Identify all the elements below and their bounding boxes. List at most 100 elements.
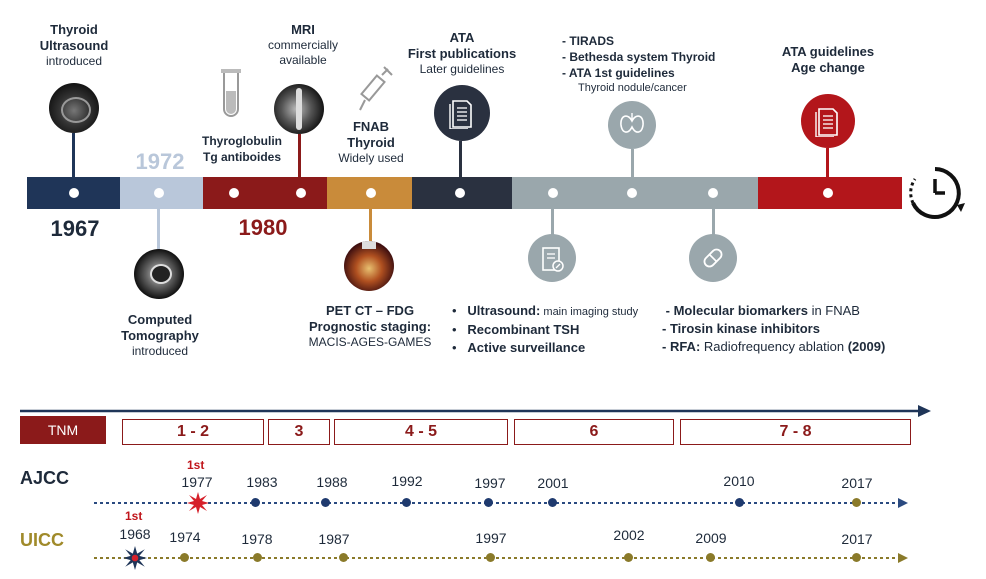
label: introduced [45, 54, 103, 68]
segment-1980 [203, 177, 327, 209]
uicc-year: 1997 [475, 530, 507, 546]
uicc-dot [253, 553, 262, 562]
label: Tomography [121, 328, 199, 343]
label: FNAB [352, 119, 390, 134]
stem [72, 133, 75, 177]
clock-icon [909, 167, 965, 219]
ajcc-year: 2001 [537, 475, 569, 491]
uicc-year: 1978 [241, 531, 273, 547]
list-text: Radiofrequency ablation [700, 339, 848, 354]
year-1980: 1980 [238, 215, 288, 240]
bold-text: - [665, 303, 674, 318]
bold-text: Recombinant TSH [467, 322, 580, 337]
bar-dot [366, 188, 376, 198]
list-item: - Tirosin kinase inhibitors [662, 320, 922, 338]
stem [298, 134, 301, 177]
uicc-year: 2002 [613, 527, 645, 543]
ajcc-year: 2010 [723, 473, 755, 489]
event-thyroglobulin: Thyroglobulin Tg antiboides [192, 133, 292, 165]
ajcc-line [94, 498, 908, 508]
stem [826, 148, 829, 177]
list-item: - RFA: Radiofrequency ablation (2009) [662, 338, 922, 356]
bold-text: Molecular biomarkers [673, 303, 808, 318]
uicc-dot [486, 553, 495, 562]
bar-dot [154, 188, 164, 198]
bar-dot [823, 188, 833, 198]
stem [459, 141, 462, 177]
label: commercially [267, 38, 338, 52]
ajcc-dot [735, 498, 744, 507]
tnm-edition-6: 6 [514, 419, 674, 445]
uicc-star-icon [123, 546, 147, 570]
label: - Bethesda system Thyroid [562, 50, 716, 64]
list-middle: • Ultrasound: main imaging study • Recom… [452, 302, 682, 357]
label: introduced [131, 344, 189, 358]
uicc-year: 2009 [695, 530, 727, 546]
event-mri: MRI commercially available [258, 22, 348, 68]
stem [551, 209, 554, 235]
ajcc-dot [852, 498, 861, 507]
list-item: • Recombinant TSH [452, 322, 580, 337]
label: Thyroid nodule/cancer [578, 82, 687, 94]
ajcc-dot [251, 498, 260, 507]
label: - ATA 1st guidelines [562, 66, 675, 80]
bar-dot [708, 188, 718, 198]
bar-dot [69, 188, 79, 198]
ajcc-year: 2017 [841, 475, 873, 491]
clipboard-icon [528, 234, 576, 282]
label: available [279, 53, 327, 67]
uicc-year: 1968 [119, 526, 151, 542]
bar-dot [296, 188, 306, 198]
ajcc-label: AJCC [20, 468, 70, 488]
document-icon [434, 85, 490, 141]
ajcc-year: 1988 [316, 474, 348, 490]
ajcc-year: 1977 [181, 474, 213, 490]
ajcc-dot [402, 498, 411, 507]
list-item: - Molecular biomarkers in FNAB [662, 302, 922, 320]
label: First publications [407, 46, 517, 61]
uicc-dot [180, 553, 189, 562]
ajcc-year: 1992 [391, 473, 423, 489]
event-ata-publications: ATA First publications Later guidelines [404, 30, 520, 77]
bold-text: - RFA: [662, 339, 701, 354]
tnm-edition-7-8: 7 - 8 [680, 419, 911, 445]
event-ct: Computed Tomography introduced [110, 312, 210, 359]
stem [369, 209, 372, 242]
ajcc-dot [548, 498, 557, 507]
label: Thyroid [50, 22, 98, 37]
label: Age change [791, 60, 865, 75]
bold-text: Ultrasound: [467, 303, 541, 318]
bold-text: Active surveillance [467, 340, 586, 355]
list-item: • Ultrasound: main imaging study [452, 303, 639, 318]
mri-image [274, 84, 324, 134]
uicc-label: UICC [20, 530, 64, 550]
label: PET CT – FDG [325, 303, 415, 318]
label: Computed [127, 312, 193, 327]
event-ultrasound: Thyroid Ultrasound introduced [22, 22, 126, 69]
label: - TIRADS [562, 34, 614, 48]
tnm-edition-4-5: 4 - 5 [334, 419, 508, 445]
label: Thyroid [347, 135, 395, 150]
label: ATA guidelines [781, 44, 875, 59]
list-right: - Molecular biomarkers in FNAB - Tirosin… [662, 302, 922, 356]
tnm-label: TNM [20, 416, 106, 444]
label: ATA [449, 30, 475, 45]
syringe-icon [359, 66, 393, 111]
list-text: main imaging study [540, 306, 639, 318]
uicc-year: 1987 [318, 531, 350, 547]
pill-icon [689, 234, 737, 282]
test-tube-icon [221, 69, 241, 117]
tnm-arrow [20, 405, 931, 417]
ultrasound-image [49, 83, 99, 133]
year-1972: 1972 [135, 149, 185, 174]
uicc-first: 1st [125, 509, 143, 523]
uicc-line [94, 553, 908, 563]
year-1967: 1967 [50, 216, 100, 241]
stem [712, 209, 715, 235]
ct-image [134, 249, 184, 299]
event-pet-ct: PET CT – FDG Prognostic staging: MACIS-A… [300, 303, 440, 350]
bar-dot [548, 188, 558, 198]
document-icon [801, 94, 855, 148]
ajcc-dot [484, 498, 493, 507]
tnm-edition-1-2: 1 - 2 [122, 419, 264, 445]
